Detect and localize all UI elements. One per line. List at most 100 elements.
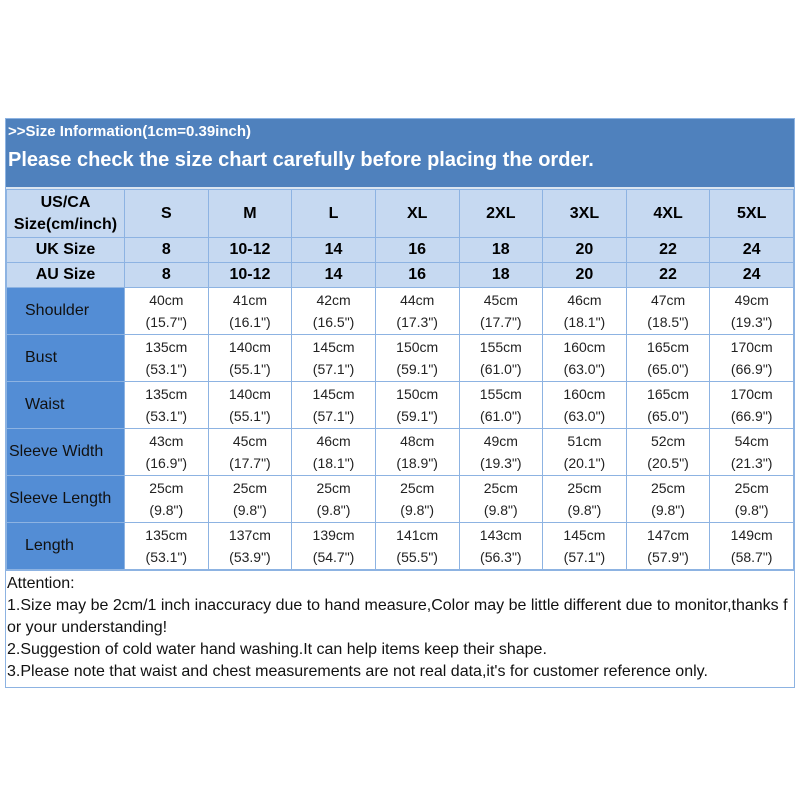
inch-value: (15.7") [145, 314, 188, 330]
cm-value: 40cm [149, 292, 184, 308]
size-cell: 20 [542, 237, 627, 263]
cm-value: 150cm [396, 386, 439, 402]
cm-value: 165cm [647, 339, 690, 355]
table-row: Length 135cm (53.1") 137cm (53.9") 139cm (54.7… [6, 522, 794, 570]
measurement-cell: 52cm (20.5") [625, 428, 711, 476]
measurement-cell: 49cm (19.3") [458, 428, 544, 476]
row-label: Waist [6, 381, 125, 429]
inch-value: (16.5") [312, 314, 355, 330]
measurement-cell: 46cm (18.1") [542, 287, 627, 335]
inch-value: (61.0") [480, 408, 522, 424]
measurement-cell: 145cm (57.1") [291, 381, 376, 429]
cm-value: 43cm [149, 433, 184, 449]
cm-value: 145cm [563, 527, 606, 543]
size-cell: 3XL [542, 189, 627, 238]
size-cell: 16 [374, 262, 460, 288]
measurement-cell: 48cm (18.9") [374, 428, 460, 476]
cm-value: 150cm [396, 339, 439, 355]
measurement-cell: 149cm (58.7") [709, 522, 794, 570]
cm-value: 147cm [647, 527, 690, 543]
measurement-cell: 25cm (9.8") [625, 475, 711, 523]
cm-value: 46cm [567, 292, 602, 308]
size-cell: 18 [458, 237, 544, 263]
attention-notes: Attention: 1.Size may be 2cm/1 inch inac… [6, 570, 794, 687]
size-cell: 2XL [458, 189, 544, 238]
measurement-cell: 49cm (19.3") [709, 287, 794, 335]
inch-value: (18.5") [647, 314, 689, 330]
inch-value: (59.1") [396, 361, 438, 377]
measurement-cell: 137cm (53.9") [207, 522, 293, 570]
size-cell: XL [374, 189, 460, 238]
inch-value: (66.9") [730, 408, 773, 424]
measurement-cell: 170cm (66.9") [709, 334, 794, 382]
inch-value: (61.0") [480, 361, 522, 377]
measurement-cell: 25cm (9.8") [124, 475, 209, 523]
cm-value: 25cm [734, 480, 769, 496]
cm-value: 141cm [396, 527, 439, 543]
cm-value: 25cm [483, 480, 518, 496]
inch-value: (53.9") [229, 549, 271, 565]
inch-value: (9.8") [567, 502, 602, 518]
measurement-cell: 42cm (16.5") [291, 287, 376, 335]
size-cell: 18 [458, 262, 544, 288]
uk-size-row: UK Size 8 10-12 14 16 18 20 22 24 [6, 237, 794, 263]
cm-value: 42cm [316, 292, 351, 308]
measurement-cell: 170cm (66.9") [709, 381, 794, 429]
measurement-cell: 45cm (17.7") [458, 287, 544, 335]
notice-text: Please check the size chart carefully be… [8, 149, 594, 171]
inch-value: (59.1") [396, 408, 438, 424]
measurement-cell: 25cm (9.8") [709, 475, 794, 523]
measurement-cell: 160cm (63.0") [542, 334, 627, 382]
size-cell: 5XL [709, 189, 794, 238]
inch-value: (57.1") [312, 408, 355, 424]
table-row: Bust 135cm (53.1") 140cm (55.1") 145cm (57.1")… [6, 334, 794, 382]
cm-value: 149cm [730, 527, 773, 543]
table-row: Sleeve Length 25cm (9.8") 25cm (9.8") 25cm (9.… [6, 475, 794, 523]
cm-value: 45cm [232, 433, 268, 449]
measurement-cell: 140cm (55.1") [207, 381, 293, 429]
measurement-cell: 40cm (15.7") [124, 287, 209, 335]
size-cell: 10-12 [207, 237, 293, 263]
cm-value: 140cm [228, 339, 271, 355]
inch-value: (16.1") [229, 314, 271, 330]
measurement-cell: 135cm (53.1") [124, 334, 209, 382]
cm-value: 135cm [145, 339, 188, 355]
cm-value: 54cm [734, 433, 769, 449]
cm-value: 170cm [730, 339, 773, 355]
inch-value: (19.3") [480, 455, 522, 471]
row-label: Sleeve Length [6, 475, 125, 523]
inch-value: (9.8") [651, 502, 685, 518]
inch-value: (17.3") [396, 314, 438, 330]
inch-value: (9.8") [233, 502, 267, 518]
cm-value: 44cm [400, 292, 435, 308]
measurement-cell: 143cm (56.3") [458, 522, 544, 570]
size-cell: 20 [542, 262, 627, 288]
measurement-cell: 25cm (9.8") [374, 475, 460, 523]
inch-value: (16.9") [145, 455, 188, 471]
measurement-cell: 155cm (61.0") [458, 381, 544, 429]
measurement-cell: 150cm (59.1") [374, 334, 460, 382]
size-cell: 24 [709, 262, 794, 288]
au-size-row: AU Size 8 10-12 14 16 18 20 22 24 [6, 262, 794, 288]
cm-value: 135cm [145, 386, 188, 402]
inch-value: (53.1") [145, 408, 188, 424]
inch-value: (18.9") [396, 455, 438, 471]
inch-value: (20.1") [563, 455, 606, 471]
cm-value: 49cm [734, 292, 769, 308]
cm-value: 25cm [316, 480, 351, 496]
cm-value: 145cm [312, 386, 355, 402]
header-banner: >>Size Information(1cm=0.39inch) Please … [6, 119, 794, 189]
inch-value: (18.1") [312, 455, 355, 471]
inch-value: (9.8") [400, 502, 435, 518]
row-label: UK Size [6, 237, 125, 263]
inch-value: (20.5") [647, 455, 689, 471]
cm-value: 145cm [312, 339, 355, 355]
size-cell: 16 [374, 237, 460, 263]
inch-value: (63.0") [563, 361, 606, 377]
measurement-cell: 25cm (9.8") [542, 475, 627, 523]
measurement-cell: 25cm (9.8") [207, 475, 293, 523]
cm-value: 41cm [232, 292, 268, 308]
cm-value: 25cm [650, 480, 686, 496]
measurement-cell: 141cm (55.5") [374, 522, 460, 570]
measurement-cell: 165cm (65.0") [625, 381, 711, 429]
